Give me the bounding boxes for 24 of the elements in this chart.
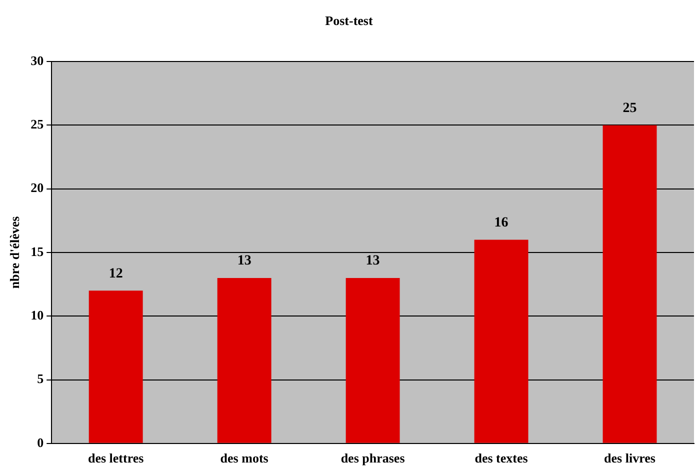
- bar: [346, 278, 400, 443]
- x-tick-label: des textes: [474, 450, 528, 466]
- x-tick-label: des lettres: [88, 450, 144, 466]
- y-tick-label: 30: [30, 52, 44, 68]
- data-label: 25: [622, 100, 637, 116]
- x-tick-label: des livres: [604, 450, 656, 466]
- y-tick-label: 25: [30, 116, 44, 132]
- bar: [474, 240, 528, 443]
- data-label: 12: [108, 266, 123, 282]
- x-tick-label: des mots: [220, 450, 268, 466]
- y-axis-title: nbre d'élèves: [7, 216, 22, 289]
- x-tick-label: des phrases: [340, 450, 405, 466]
- chart-title: Post-test: [325, 13, 374, 28]
- data-label: 16: [494, 215, 508, 230]
- y-tick-label: 0: [37, 434, 44, 450]
- bar: [88, 290, 143, 443]
- y-tick-label: 15: [30, 244, 44, 259]
- bar: [217, 278, 272, 443]
- data-label: 13: [237, 254, 252, 269]
- y-tick-label: 5: [37, 371, 44, 386]
- bar: [602, 125, 657, 443]
- y-tick-label: 20: [30, 180, 44, 196]
- y-tick-label: 10: [30, 307, 44, 322]
- data-label: 13: [366, 254, 380, 269]
